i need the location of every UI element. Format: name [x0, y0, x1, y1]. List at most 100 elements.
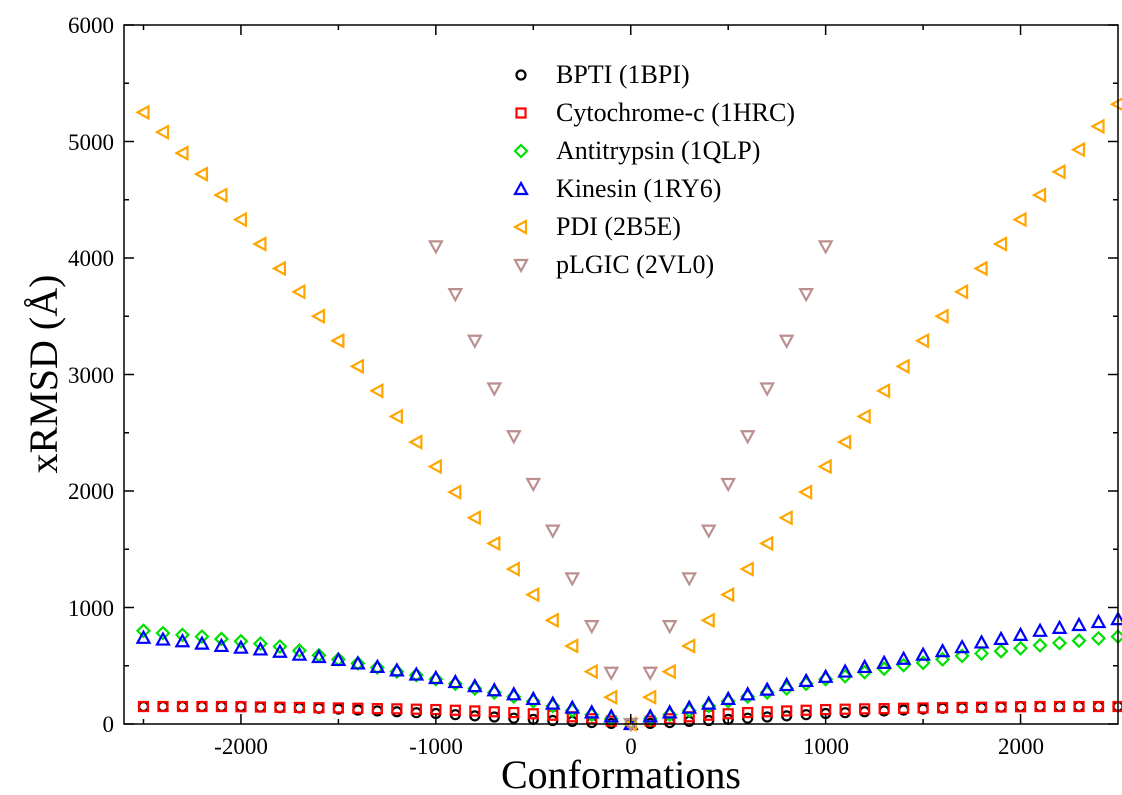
data-point [174, 145, 189, 162]
x-tick-label: -1000 [409, 734, 463, 759]
data-point [954, 648, 970, 664]
data-point [856, 408, 871, 425]
data-point [449, 704, 461, 716]
data-point [661, 620, 678, 635]
data-point [196, 700, 208, 713]
data-point [1051, 619, 1068, 634]
data-point [583, 663, 598, 680]
data-point [1051, 163, 1066, 180]
data-point [583, 620, 600, 635]
data-point [408, 667, 424, 683]
data-point [1031, 187, 1047, 203]
data-point [1090, 630, 1107, 646]
data-point [213, 187, 228, 203]
data-point [525, 690, 542, 706]
legend-marker [513, 180, 529, 196]
data-point [272, 643, 288, 658]
data-point [252, 641, 269, 656]
data-point [486, 382, 503, 397]
data-point [859, 703, 871, 715]
data-point [388, 408, 403, 425]
data-point [602, 689, 618, 706]
data-point [603, 708, 620, 723]
data-point [876, 654, 892, 669]
data-point [488, 706, 500, 718]
data-point [778, 676, 795, 692]
data-point [505, 430, 522, 445]
data-point [232, 211, 248, 228]
data-point [505, 561, 520, 577]
data-point [427, 669, 444, 685]
y-tick-label: 3000 [68, 363, 114, 388]
data-point [1070, 141, 1086, 158]
data-point [154, 124, 170, 141]
x-tick-label: 2000 [998, 734, 1044, 759]
legend-label: Kinesin (1RY6) [556, 174, 721, 203]
data-point [332, 702, 344, 714]
data-point [408, 666, 425, 681]
data-point [719, 586, 735, 603]
data-point [700, 524, 717, 539]
data-point [1090, 118, 1105, 135]
legend-label: PDI (2B5E) [556, 212, 681, 241]
data-point [174, 632, 191, 648]
data-point [313, 702, 325, 714]
data-point [408, 434, 423, 450]
data-point [330, 332, 345, 349]
data-point [235, 701, 247, 713]
data-point [391, 703, 403, 715]
data-point [157, 700, 169, 713]
data-point [1051, 635, 1068, 651]
data-point [836, 434, 852, 450]
data-point [291, 646, 308, 661]
data-point [1012, 211, 1027, 228]
data-point [369, 659, 385, 676]
data-point [174, 627, 191, 643]
data-point [700, 695, 717, 710]
data-point [1034, 700, 1046, 713]
data-point [975, 701, 988, 713]
data-point [486, 535, 501, 552]
data-point [895, 358, 910, 375]
data-point [759, 681, 776, 696]
data-point [661, 704, 678, 719]
data-point [798, 672, 815, 687]
legend-marker [513, 258, 529, 274]
y-tick-label: 1000 [68, 596, 114, 621]
data-point [739, 430, 756, 445]
legend-marker [515, 107, 527, 119]
data-point [135, 623, 152, 639]
data-point [525, 477, 542, 493]
data-point [1012, 626, 1029, 641]
data-point [215, 700, 228, 713]
data-point [661, 663, 676, 680]
data-point [564, 699, 581, 714]
legend-markers [512, 69, 529, 274]
data-point [544, 612, 559, 629]
data-point [137, 700, 150, 713]
data-point [427, 458, 442, 475]
data-point [291, 643, 307, 659]
x-tick-label: 0 [625, 734, 637, 759]
legend: BPTI (1BPI) Cytochrome-c (1HRC) Antitryp… [512, 60, 795, 279]
x-axis-title: Conformations [501, 752, 741, 795]
data-point [992, 236, 1008, 252]
data-point [194, 635, 210, 650]
data-point [371, 703, 383, 715]
y-tick-label: 2000 [68, 479, 114, 504]
legend-label: Antitrypsin (1QLP) [556, 136, 760, 165]
data-point [310, 308, 326, 325]
data-point [252, 636, 268, 652]
data-point [720, 690, 737, 706]
data-point [878, 703, 890, 715]
data-point [839, 703, 851, 715]
data-point [800, 704, 812, 716]
data-point [761, 706, 773, 718]
data-point [469, 705, 481, 717]
data-point [254, 701, 267, 713]
data-point [993, 643, 1009, 659]
data-point [563, 638, 579, 654]
data-point [641, 689, 657, 706]
data-point [544, 695, 561, 710]
y-tick-label: 4000 [68, 246, 114, 271]
